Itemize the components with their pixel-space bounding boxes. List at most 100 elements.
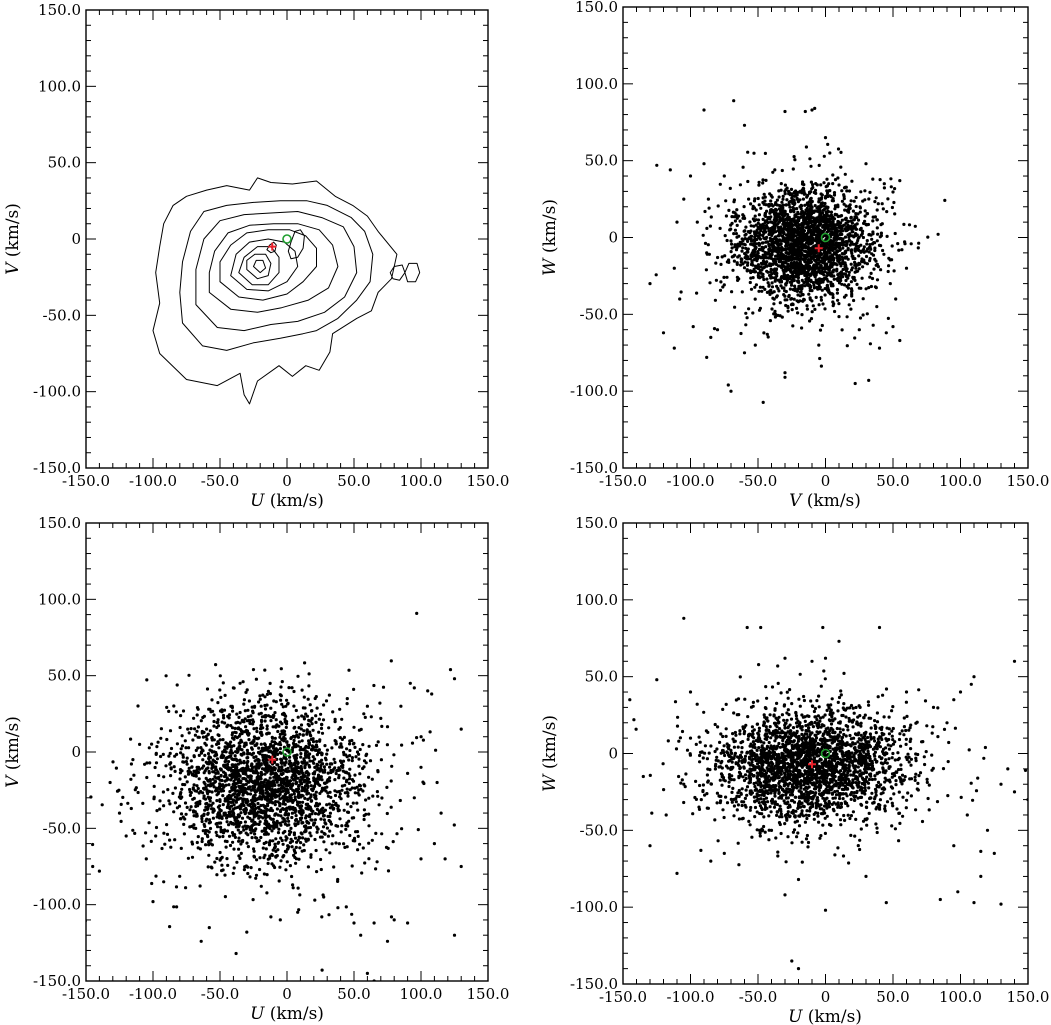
scatter-point <box>152 784 156 789</box>
scatter-point <box>194 748 198 753</box>
plot-area <box>86 611 463 981</box>
scatter-point <box>165 832 170 837</box>
scatter-point <box>260 715 264 719</box>
scatter-point <box>150 881 154 886</box>
scatter-point <box>830 243 835 247</box>
scatter-point <box>381 685 386 689</box>
scatter-point <box>850 294 854 298</box>
scatter-point <box>889 185 893 189</box>
scatter-point <box>187 770 192 774</box>
scatter-point <box>809 202 813 206</box>
scatter-point <box>254 677 258 681</box>
scatter-point <box>764 256 768 260</box>
scatter-point <box>751 217 756 221</box>
scatter-point <box>183 775 187 779</box>
scatter-point <box>355 801 359 805</box>
scatter-point <box>824 215 828 219</box>
scatter-point <box>836 243 840 248</box>
scatter-point <box>722 275 726 279</box>
scatter-point <box>740 237 744 241</box>
scatter-point <box>832 193 837 197</box>
scatter-point <box>237 839 241 843</box>
scatter-point <box>232 737 236 741</box>
scatter-point <box>828 251 832 255</box>
scatter-point <box>119 802 123 807</box>
scatter-point <box>351 801 355 805</box>
scatter-point <box>288 759 292 763</box>
contour-line <box>179 200 374 351</box>
scatter-point <box>766 252 771 256</box>
scatter-point <box>844 216 848 220</box>
y-axis-var: V <box>3 261 23 275</box>
scatter-point <box>838 248 842 252</box>
scatter-point <box>314 743 318 747</box>
scatter-point <box>765 332 769 336</box>
scatter-point <box>796 311 800 315</box>
scatter-point <box>421 780 425 784</box>
scatter-point <box>832 277 836 281</box>
scatter-point <box>268 681 272 686</box>
scatter-point <box>819 298 824 302</box>
scatter-point <box>865 262 870 266</box>
scatter-point <box>807 249 811 253</box>
scatter-point <box>891 325 895 329</box>
scatter-point <box>837 279 841 283</box>
scatter-point <box>823 247 827 251</box>
scatter-point <box>715 328 720 332</box>
scatter-point <box>882 182 886 186</box>
scatter-point <box>244 809 248 813</box>
scatter-point <box>145 678 149 682</box>
scatter-point <box>385 811 389 816</box>
scatter-point <box>878 235 882 239</box>
scatter-point <box>781 214 786 218</box>
scatter-point <box>322 840 326 844</box>
scatter-point <box>338 736 342 740</box>
scatter-point <box>294 730 299 734</box>
scatter-point <box>296 761 300 766</box>
scatter-point <box>303 764 307 768</box>
scatter-point <box>292 704 296 708</box>
scatter-point <box>359 727 363 732</box>
scatter-point <box>244 766 248 770</box>
scatter-point <box>259 835 263 840</box>
scatter-point <box>781 206 785 210</box>
scatter-point <box>813 307 817 311</box>
scatter-point <box>246 871 250 876</box>
y-tick-label: 0 <box>608 229 618 247</box>
scatter-point <box>836 176 840 180</box>
scatter-point <box>726 383 730 387</box>
scatter-point <box>199 746 203 750</box>
scatter-point <box>823 201 827 206</box>
scatter-point <box>783 371 787 375</box>
scatter-point <box>753 247 758 251</box>
scatter-point <box>868 259 872 263</box>
scatter-point <box>794 234 798 238</box>
y-tick-label: -50.0 <box>43 819 81 837</box>
scatter-point <box>258 820 262 824</box>
scatter-point <box>788 287 793 291</box>
scatter-point <box>777 239 782 243</box>
scatter-point <box>829 210 834 214</box>
scatter-point <box>350 778 354 782</box>
scatter-point <box>415 736 419 740</box>
x-tick-label: -100.0 <box>666 472 714 490</box>
scatter-point <box>230 785 234 789</box>
scatter-point <box>230 726 235 730</box>
scatter-point <box>324 848 328 852</box>
scatter-point <box>300 849 304 853</box>
scatter-point <box>216 701 220 705</box>
scatter-point <box>280 838 284 843</box>
scatter-point <box>345 802 349 806</box>
scatter-point <box>841 258 845 262</box>
x-axis-title: U (km/s) <box>250 1004 324 1024</box>
scatter-point <box>195 789 199 793</box>
scatter-point <box>338 792 342 796</box>
scatter-point <box>348 748 352 753</box>
scatter-point <box>326 794 330 798</box>
scatter-point <box>743 233 747 237</box>
scatter-point <box>773 279 777 283</box>
scatter-point <box>257 700 261 704</box>
scatter-point <box>863 261 867 265</box>
scatter-point <box>723 254 727 258</box>
scatter-point <box>754 242 759 246</box>
